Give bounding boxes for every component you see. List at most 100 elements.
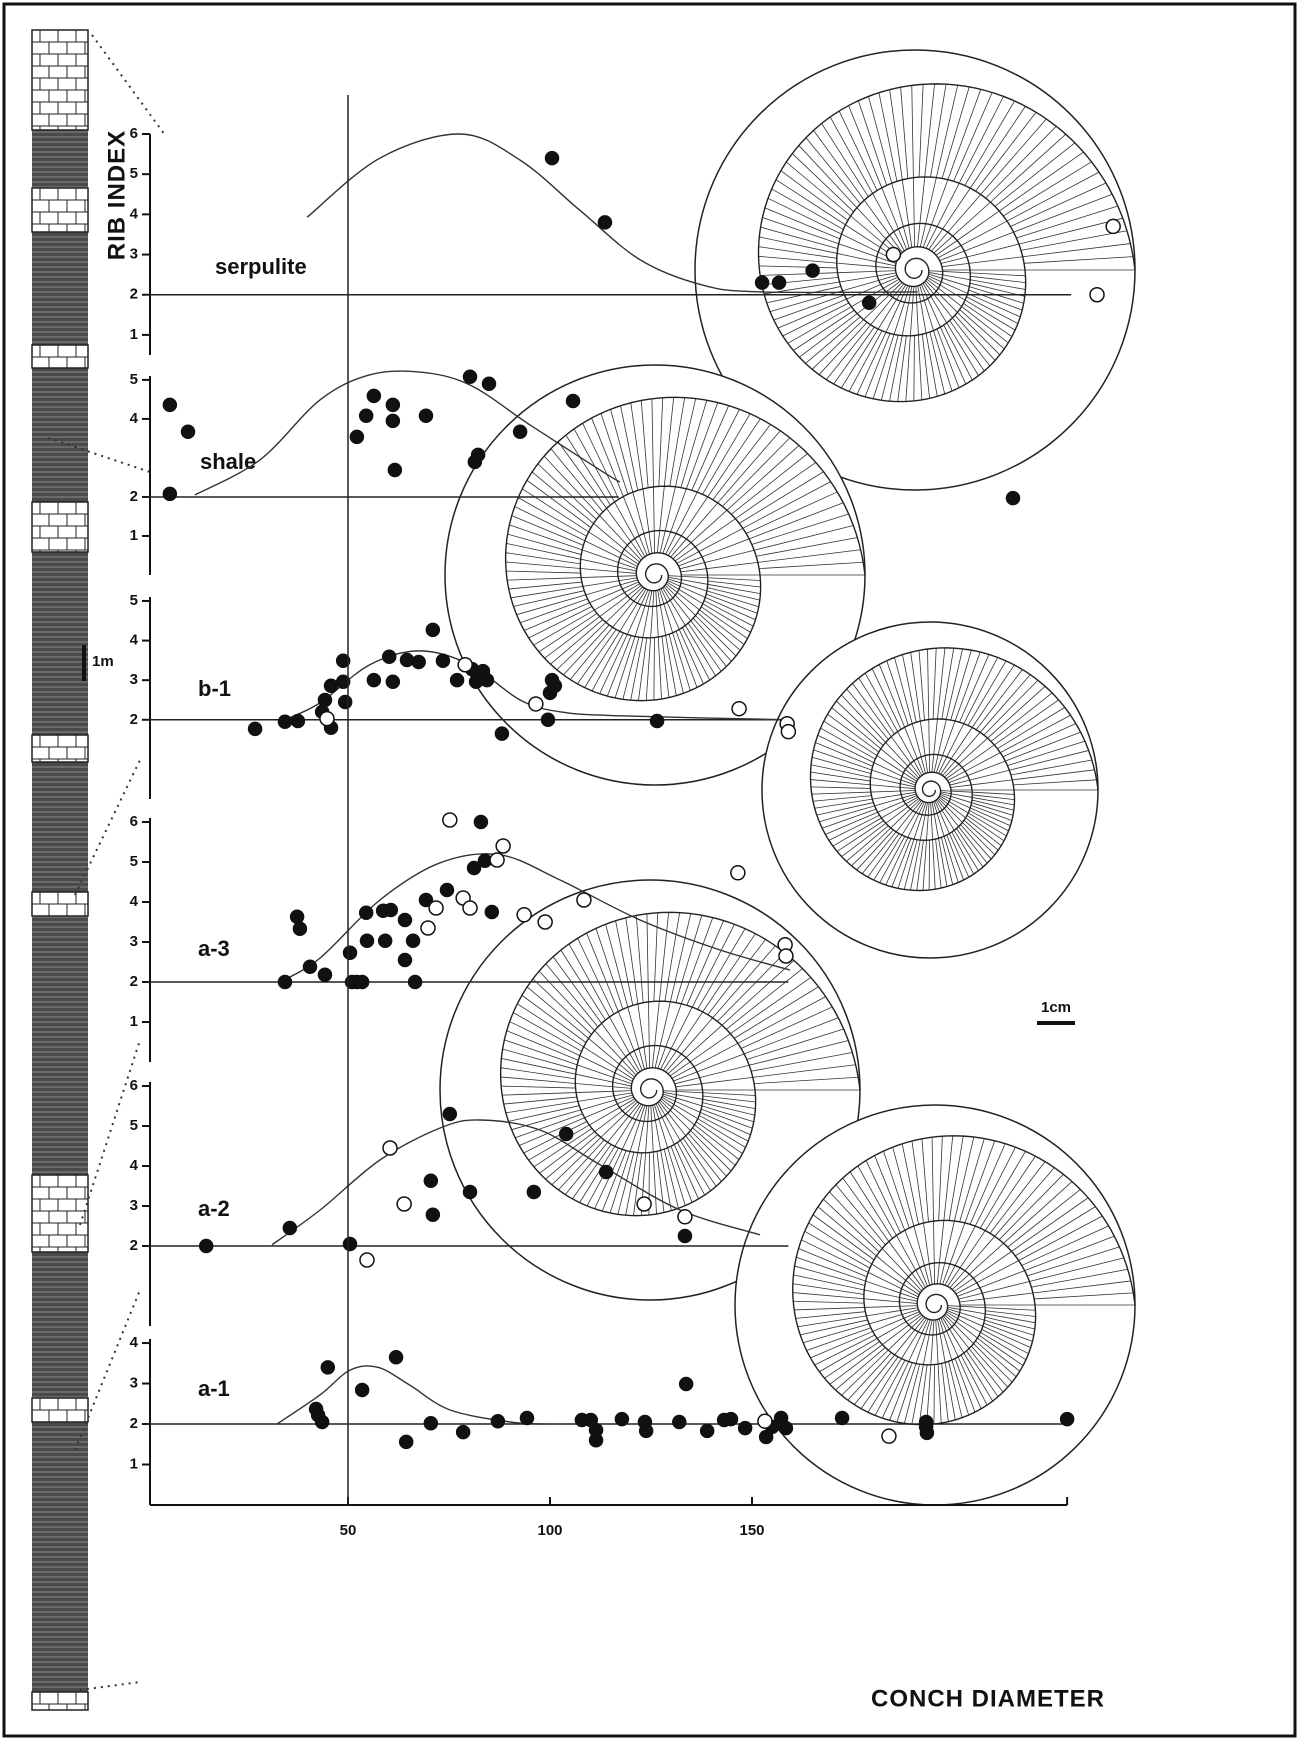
y-tick-label: 6	[130, 125, 138, 142]
y-tick-label: 3	[130, 933, 138, 950]
filled-point	[339, 695, 352, 708]
panel-label: a-3	[198, 936, 230, 961]
filled-point	[360, 409, 373, 422]
open-point	[320, 712, 334, 726]
filled-point	[863, 296, 876, 309]
open-point	[882, 1429, 896, 1443]
y-tick-label: 6	[130, 1077, 138, 1094]
open-point	[1090, 288, 1104, 302]
filled-point	[200, 1240, 213, 1253]
filled-point	[419, 409, 432, 422]
y-tick-label: 4	[130, 410, 139, 427]
filled-point	[464, 370, 477, 383]
filled-point	[360, 906, 373, 919]
filled-point	[480, 674, 493, 687]
filled-point	[383, 650, 396, 663]
filled-point	[546, 152, 559, 165]
filled-point	[651, 714, 664, 727]
filled-point	[678, 1230, 691, 1243]
filled-point	[316, 1416, 329, 1429]
open-point	[732, 702, 746, 716]
filled-point	[836, 1411, 849, 1424]
open-point	[577, 893, 591, 907]
filled-point	[386, 414, 399, 427]
filled-point	[344, 946, 357, 959]
filled-point	[680, 1377, 693, 1390]
filled-point	[321, 1361, 334, 1374]
open-point	[779, 949, 793, 963]
filled-point	[673, 1416, 686, 1429]
filled-point	[426, 623, 439, 636]
filled-point	[920, 1426, 933, 1439]
filled-point	[388, 464, 401, 477]
filled-point	[756, 276, 769, 289]
open-point	[383, 1141, 397, 1155]
y-tick-label: 2	[130, 973, 138, 990]
filled-point	[773, 276, 786, 289]
filled-point	[409, 976, 422, 989]
open-point	[496, 839, 510, 853]
filled-point	[386, 675, 399, 688]
y-tick-label: 4	[130, 1334, 139, 1351]
open-point	[517, 908, 531, 922]
y-axis-title: RIB INDEX	[103, 130, 130, 260]
filled-point	[163, 398, 176, 411]
filled-point	[548, 679, 561, 692]
panel-label: b-1	[198, 676, 231, 701]
panel-label: a-1	[198, 1376, 230, 1401]
y-tick-label: 1	[130, 527, 138, 544]
filled-point	[440, 884, 453, 897]
filled-point	[424, 1174, 437, 1187]
y-tick-label: 4	[130, 632, 139, 649]
open-point	[538, 915, 552, 929]
filled-point	[426, 1208, 439, 1221]
filled-point	[474, 816, 487, 829]
filled-point	[491, 1415, 504, 1428]
x-tick-label: 50	[340, 1522, 357, 1539]
filled-point	[283, 1222, 296, 1235]
filled-point	[386, 398, 399, 411]
open-point	[886, 248, 900, 262]
filled-point	[291, 910, 304, 923]
filled-point	[598, 216, 611, 229]
y-tick-label: 1	[130, 1013, 138, 1030]
filled-point	[400, 1435, 413, 1448]
filled-point	[739, 1422, 752, 1435]
filled-point	[482, 377, 495, 390]
open-point	[429, 901, 443, 915]
y-tick-label: 1	[130, 1455, 138, 1472]
filled-point	[356, 976, 369, 989]
y-tick-label: 3	[130, 1197, 138, 1214]
filled-point	[615, 1413, 628, 1426]
open-point	[781, 725, 795, 739]
filled-point	[567, 394, 580, 407]
y-tick-label: 6	[130, 813, 138, 830]
y-tick-label: 2	[130, 286, 138, 303]
panel-label: a-2	[198, 1196, 230, 1221]
filled-point	[464, 1186, 477, 1199]
filled-point	[356, 1384, 369, 1397]
figure: 1m 1cm 123456serpuliteRIB INDEX1245shale…	[0, 0, 1301, 1742]
filled-point	[350, 430, 363, 443]
filled-point	[367, 389, 380, 402]
filled-point	[398, 954, 411, 967]
filled-point	[293, 922, 306, 935]
filled-point	[514, 425, 527, 438]
filled-point	[485, 906, 498, 919]
filled-point	[424, 1417, 437, 1430]
y-tick-label: 2	[130, 1415, 138, 1432]
filled-point	[182, 425, 195, 438]
filled-point	[472, 448, 485, 461]
open-point	[637, 1197, 651, 1211]
filled-point	[360, 934, 373, 947]
scale-label: 1m	[92, 653, 114, 670]
open-point	[421, 921, 435, 935]
filled-point	[1006, 492, 1019, 505]
y-tick-label: 1	[130, 326, 138, 343]
filled-point	[495, 727, 508, 740]
stratigraphic-column	[32, 30, 88, 1710]
filled-point	[560, 1128, 573, 1141]
open-point	[397, 1197, 411, 1211]
panel-label: serpulite	[215, 254, 307, 279]
open-point	[490, 853, 504, 867]
